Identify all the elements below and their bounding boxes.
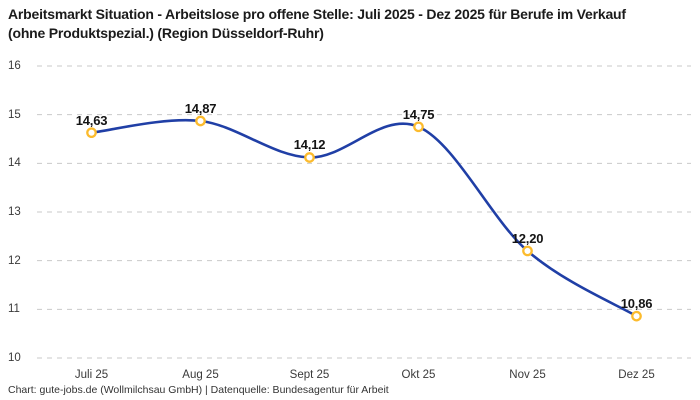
y-axis-tick-label: 13	[8, 206, 21, 218]
data-point-marker	[195, 115, 206, 127]
y-axis-tick-label: 14	[8, 157, 21, 170]
y-axis-tick-label: 15	[8, 108, 21, 121]
data-point-label: 12,20	[511, 230, 544, 246]
x-axis-tick-label: Dez 25	[618, 369, 655, 381]
y-axis-tick-label: 11	[8, 303, 20, 316]
data-point-marker	[86, 127, 97, 139]
data-point-marker	[413, 121, 424, 133]
y-axis-tick-label: 16	[8, 60, 21, 72]
x-axis-tick-label: Aug 25	[182, 369, 219, 381]
data-point-marker	[304, 152, 315, 163]
data-point-label: 14,75	[402, 106, 435, 122]
data-line	[90, 118, 638, 318]
x-axis-tick-label: Okt 25	[401, 369, 436, 381]
chart-footer: Chart: gute-jobs.de (Wollmilchsau GmbH) …	[8, 384, 389, 396]
data-point-marker	[522, 245, 533, 257]
data-point-label: 14,87	[184, 100, 217, 116]
data-point-marker	[631, 310, 642, 322]
y-axis-tick-label: 12	[8, 254, 21, 267]
x-axis-tick-label: Nov 25	[509, 369, 546, 381]
data-point-label: 10,86	[620, 296, 653, 312]
x-axis-tick-label: Sept 25	[289, 369, 330, 381]
y-axis-tick-label: 10	[8, 352, 21, 364]
chart-title: Arbeitsmarkt Situation - Arbeitslose pro…	[8, 6, 626, 41]
x-axis-tick-label: Juli 25	[74, 369, 109, 381]
data-point-label: 14,12	[293, 137, 326, 153]
data-point-label: 14,63	[75, 112, 108, 128]
